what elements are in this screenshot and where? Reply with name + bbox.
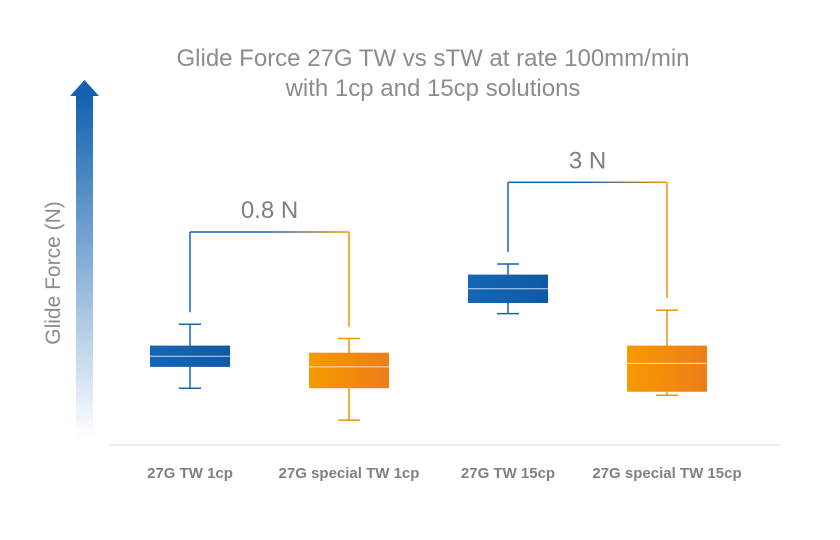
bracket-top: [190, 231, 349, 233]
x-tick-label: 27G special TW 1cp: [279, 465, 420, 482]
box-2: [309, 337, 389, 421]
chart-subtitle: with 1cp and 15cp solutions: [285, 75, 581, 102]
y-axis-arrow-head: [70, 80, 99, 96]
difference-label: 3 N: [569, 147, 606, 174]
x-tick-label: 27G TW 1cp: [147, 465, 233, 482]
x-tick-label: 27G TW 15cp: [461, 465, 555, 482]
box-3: [468, 263, 548, 315]
bracket-top: [508, 181, 667, 184]
box-4: [627, 309, 707, 397]
chart-title: Glide Force 27G TW vs sTW at rate 100mm/…: [176, 45, 689, 72]
box-1: [150, 323, 230, 389]
annotation-group: 0.8 N 3 N: [189, 147, 668, 327]
x-tick-labels: 27G TW 1cp 27G special TW 1cp 27G TW 15cp 2…: [147, 465, 742, 482]
y-axis: [70, 80, 99, 438]
y-axis-gradient-bar: [76, 96, 93, 438]
y-axis-label: Glide Force (N): [42, 201, 65, 345]
box-plot-group: [150, 263, 707, 421]
difference-bracket-2: 3 N: [507, 147, 668, 299]
x-tick-label: 27G special TW 15cp: [592, 465, 741, 482]
difference-bracket-1: 0.8 N: [189, 197, 350, 327]
difference-label: 0.8 N: [241, 197, 298, 224]
iqr-box: [627, 345, 707, 392]
iqr-box: [309, 352, 389, 389]
